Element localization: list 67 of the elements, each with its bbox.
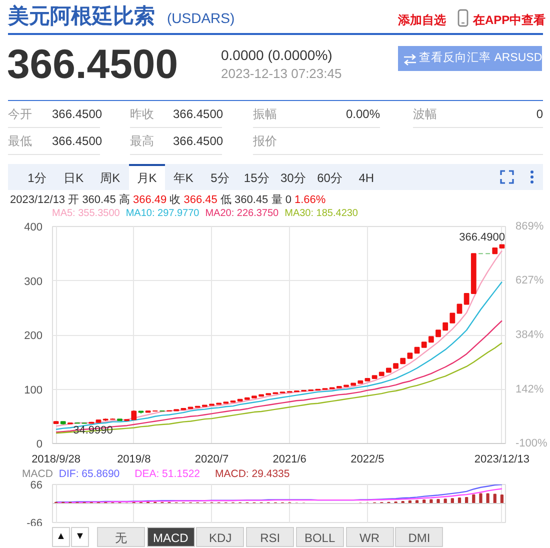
y-tick-label: 0 [36, 438, 43, 450]
y-tick-label: 100 [24, 384, 43, 396]
y2-tick-label: 627% [516, 274, 544, 287]
y2-tick-label: 142% [516, 383, 544, 396]
text: 366.4500 [173, 134, 224, 148]
x-tick-label: 2019/8 [117, 454, 151, 466]
text: 4H [358, 170, 376, 187]
text: MA10: 297.9770 [126, 208, 200, 219]
text: MACD: 29.4335 [215, 468, 290, 480]
x-tick-label: 2021/6 [272, 454, 306, 466]
text: 366.4500 [52, 134, 102, 148]
series-label: DEA: 51.1522 [134, 468, 200, 480]
text: 0.0000 (0.0000%) [221, 47, 332, 64]
text: 15分 [242, 170, 270, 187]
x-tick-label: 2023/12/13 [474, 454, 530, 466]
text: 30分 [280, 170, 307, 187]
text: 最高 [130, 134, 154, 148]
y-tick-label: 300 [24, 276, 43, 288]
text: 添加自选 [398, 13, 446, 28]
text: 366.4500 [7, 40, 178, 89]
text: 今开 [8, 107, 32, 122]
annotation: 366.4900 [459, 232, 505, 244]
y2-tick-label: 869% [516, 220, 544, 232]
y-tick-label: 66 [30, 480, 43, 492]
text: MA5: 355.3500 [52, 208, 120, 219]
y-tick-label: 200 [24, 330, 43, 342]
text: MA30: 185.4230 [284, 208, 358, 219]
text: 5分 [210, 170, 230, 187]
text: WR [346, 530, 394, 548]
text: 60分 [316, 170, 344, 187]
text: 年K [172, 170, 194, 187]
text: BOLL [296, 530, 344, 548]
text: 日K [62, 170, 85, 187]
text: MACD [146, 530, 195, 548]
text: 最低 [8, 134, 32, 148]
text: 0.00% [346, 107, 380, 122]
text: 美元阿根廷比索 [8, 5, 155, 28]
chart-title: MACD [22, 468, 53, 480]
text: 振幅 [253, 107, 277, 122]
text: ▼ [71, 530, 89, 544]
text: 0 [536, 107, 543, 122]
chart-title: 2023/12/13 开 360.45 高 366.49 收 366.45 低 360.45 量 0 1.66% [10, 194, 326, 206]
text: DMI [395, 530, 444, 548]
y2-tick-label: 384% [516, 329, 544, 342]
text: 报价 [253, 134, 277, 148]
text: 2023-12-13 07:23:45 [221, 66, 342, 82]
text: KDJ [196, 530, 244, 548]
text: 周K [99, 170, 122, 187]
y-tick-label: 400 [24, 222, 43, 234]
text: 366.4500 [173, 107, 224, 122]
text: 月K [136, 170, 158, 187]
text: 366.4500 [52, 107, 102, 122]
x-tick-label: 2022/5 [350, 454, 384, 466]
y2-tick-label: -100% [516, 438, 548, 450]
text: 昨收 [130, 107, 154, 122]
text: 在APP中查看 [473, 13, 546, 28]
text: 查看反向汇率 ARSUSD [419, 52, 542, 66]
text: RSI [246, 530, 294, 548]
text: 无 [97, 530, 145, 548]
text: DIF: 65.8690 [58, 468, 120, 480]
x-tick-label: 2020/7 [194, 454, 229, 466]
text: 波幅 [413, 107, 437, 122]
text: 1分 [26, 170, 48, 187]
text: (USDARS) [167, 10, 235, 26]
text: ▲ [52, 530, 70, 544]
x-tick-label: 2018/9/28 [32, 454, 81, 466]
text: MA20: 226.3750 [205, 208, 279, 219]
